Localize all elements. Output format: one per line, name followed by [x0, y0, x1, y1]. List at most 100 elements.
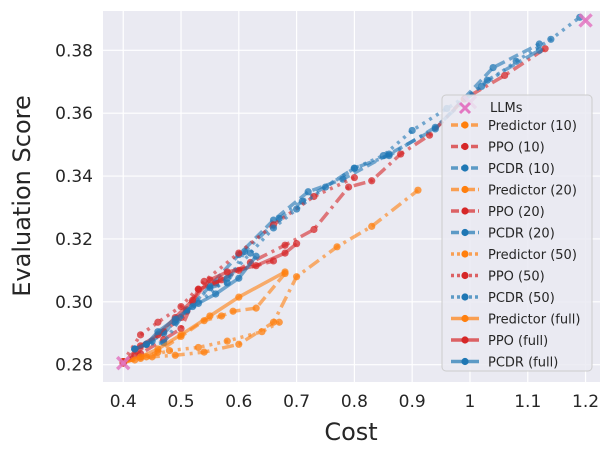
data-point: [252, 262, 260, 270]
legend-label: PCDR (20): [488, 227, 555, 242]
legend-marker: [461, 121, 469, 129]
y-axis-title: Evaluation Score: [8, 95, 36, 296]
data-point: [397, 150, 405, 158]
data-point: [131, 345, 139, 353]
y-tick-label: 0.36: [55, 104, 93, 124]
data-point: [246, 249, 254, 257]
data-point: [217, 276, 226, 284]
legend-entry: PCDR (50): [451, 291, 555, 306]
legend-entry-llms: [458, 101, 472, 115]
legend-label: PCDR (10): [488, 162, 555, 177]
legend-label: PPO (full): [488, 334, 548, 349]
x-tick-label: 1: [465, 392, 476, 412]
data-point: [483, 76, 491, 84]
legend-box: [441, 94, 593, 372]
data-point: [368, 177, 376, 185]
data-point: [304, 188, 312, 196]
data-point: [200, 348, 208, 356]
data-point: [333, 243, 341, 251]
x-axis-title: Cost: [324, 418, 377, 446]
legend-marker: [461, 314, 469, 323]
x-tick-label: 0.8: [341, 392, 368, 412]
data-point: [136, 353, 145, 361]
legend-marker: [461, 185, 469, 194]
legend-entry: Predictor (full): [451, 313, 580, 328]
series-pcdr-full: [131, 252, 260, 353]
data-point: [206, 312, 214, 320]
legend-entry: PCDR (10): [451, 162, 555, 177]
data-point: [136, 331, 145, 339]
legend-label: PPO (10): [488, 141, 545, 156]
data-point: [188, 296, 197, 304]
data-point: [223, 274, 231, 282]
data-point: [252, 252, 260, 260]
series-line: [134, 48, 541, 351]
x-tick-label: 1.1: [514, 392, 541, 412]
legend-marker: [461, 164, 469, 172]
legend-marker: [461, 293, 469, 301]
data-point: [292, 205, 301, 213]
data-point: [408, 126, 416, 135]
data-point: [154, 328, 162, 336]
data-point: [368, 222, 376, 230]
y-tick-label: 0.28: [55, 356, 93, 376]
legend-marker: [461, 207, 469, 215]
data-point: [188, 302, 197, 311]
llm-marker-stroke: [578, 13, 593, 28]
y-tick-label: 0.30: [55, 293, 93, 313]
legend-marker: [461, 250, 469, 258]
legend-entry: PPO (full): [451, 334, 548, 349]
legend-marker: [461, 271, 469, 280]
y-tick-label: 0.32: [55, 230, 93, 250]
llm-marker: [578, 13, 593, 28]
legend-label: PCDR (50): [488, 291, 555, 306]
data-point: [535, 40, 543, 48]
series-layer: [119, 13, 584, 367]
legend-entry: Predictor (50): [451, 248, 577, 263]
data-point: [292, 240, 301, 248]
data-point: [281, 249, 289, 257]
data-point: [281, 241, 289, 249]
data-point: [206, 276, 214, 284]
data-point: [345, 183, 353, 191]
data-point: [171, 315, 179, 323]
data-point: [148, 353, 156, 361]
data-point: [292, 273, 301, 281]
legend-title: LLMs: [490, 101, 523, 116]
data-point: [142, 340, 150, 348]
llm-marker: [115, 355, 131, 371]
legend-label: Predictor (10): [488, 119, 577, 134]
data-point: [154, 318, 162, 326]
y-tick-label: 0.34: [55, 167, 93, 187]
data-point: [350, 174, 358, 182]
y-tick-label: 0.38: [55, 41, 93, 61]
legend-label: Predictor (50): [488, 248, 577, 263]
data-point: [281, 268, 289, 276]
legend: LLMs Predictor (10) PPO (10) PCDR (10) Pred…: [441, 94, 593, 372]
data-point: [321, 183, 330, 191]
data-point: [223, 268, 231, 276]
x-tick-label: 0.4: [110, 392, 137, 412]
data-point: [171, 351, 179, 359]
legend-entry: PPO (10): [451, 141, 545, 156]
legend-entry: Predictor (20): [451, 184, 577, 199]
legend-label: PPO (50): [488, 270, 545, 285]
data-point: [165, 346, 174, 355]
legend-label: PPO (20): [488, 205, 545, 220]
series-line: [122, 188, 420, 364]
data-point: [275, 318, 283, 326]
x-tick-label: 0.6: [225, 392, 252, 412]
legend-entry: Predictor (10): [451, 119, 577, 134]
legend-label: Predictor (full): [488, 313, 580, 328]
data-point: [235, 249, 243, 257]
x-tick-label: 0.5: [167, 392, 194, 412]
legend-llm-marker: [458, 101, 472, 115]
data-point: [269, 318, 278, 326]
legend-entry: PCDR (full): [451, 356, 558, 371]
data-point: [310, 225, 318, 234]
data-point: [229, 307, 237, 315]
data-point: [235, 293, 243, 301]
data-point: [235, 340, 243, 348]
data-point: [235, 274, 243, 282]
